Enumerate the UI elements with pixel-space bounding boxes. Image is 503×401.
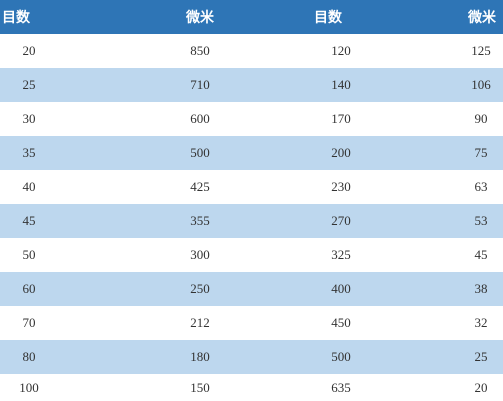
cell-mesh-2: 325: [331, 247, 351, 262]
cell-micron-1: 150: [190, 379, 210, 395]
table-row: 70 212 450 32: [0, 306, 503, 340]
cell-micron-1: 425: [190, 179, 210, 194]
cell-mesh-1: 50: [22, 247, 36, 262]
cell-mesh-2: 500: [331, 349, 351, 364]
cell-micron-1: 500: [190, 145, 210, 160]
cell-micron-1: 850: [190, 43, 210, 58]
cell-mesh-2: 270: [331, 213, 351, 228]
cell-mesh-1: 45: [22, 213, 36, 228]
cell-mesh-2: 400: [331, 281, 351, 296]
cell-micron-1: 600: [190, 111, 210, 126]
cell-mesh-2: 170: [331, 111, 351, 126]
cell-mesh-1: 35: [22, 145, 36, 160]
table-header: 目数 微米 目数 微米: [0, 0, 503, 34]
header-micron-1: 微米: [186, 10, 214, 26]
cell-mesh-2: 200: [331, 145, 351, 160]
table-row: 50 300 325 45: [0, 238, 503, 272]
cell-micron-1: 300: [190, 247, 210, 262]
cell-micron-2: 20: [474, 379, 488, 395]
table-row: 80 180 500 25: [0, 340, 503, 374]
table-row: 25 710 140 106: [0, 68, 503, 102]
cell-micron-2: 53: [474, 213, 488, 228]
cell-mesh-2: 450: [331, 315, 351, 330]
cell-mesh-1: 70: [22, 315, 36, 330]
table-row: 40 425 230 63: [0, 170, 503, 204]
table-row: 20 850 120 125: [0, 34, 503, 68]
cell-micron-2: 32: [474, 315, 488, 330]
cell-mesh-1: 100: [19, 379, 39, 395]
cell-micron-1: 212: [190, 315, 210, 330]
cell-micron-1: 180: [190, 349, 210, 364]
cell-micron-2: 125: [471, 43, 491, 58]
table-row: 100 150 635 20: [0, 374, 503, 401]
header-mesh-1: 目数: [2, 10, 30, 26]
cell-micron-1: 250: [190, 281, 210, 296]
cell-micron-2: 25: [474, 349, 488, 364]
cell-mesh-1: 80: [22, 349, 36, 364]
cell-mesh-1: 40: [22, 179, 36, 194]
cell-mesh-2: 140: [331, 77, 351, 92]
cell-micron-2: 106: [471, 77, 491, 92]
header-micron-2: 微米: [468, 10, 496, 26]
cell-mesh-2: 120: [331, 43, 351, 58]
table-row: 60 250 400 38: [0, 272, 503, 306]
cell-micron-1: 355: [190, 213, 210, 228]
cell-micron-1: 710: [190, 77, 210, 92]
table-row: 35 500 200 75: [0, 136, 503, 170]
header-row: 目数 微米 目数 微米: [0, 0, 503, 34]
cell-mesh-2: 635: [331, 379, 351, 395]
cell-mesh-1: 60: [22, 281, 36, 296]
table-body: 20 850 120 125 25 710 140 106 30 600 170 90 35 500 200…: [0, 34, 503, 401]
header-mesh-2: 目数: [314, 10, 342, 26]
cell-micron-2: 63: [474, 179, 488, 194]
cell-mesh-1: 20: [22, 43, 36, 58]
table-row: 45 355 270 53: [0, 204, 503, 238]
table-row: 30 600 170 90: [0, 102, 503, 136]
cell-mesh-1: 25: [22, 77, 36, 92]
cell-micron-2: 75: [474, 145, 488, 160]
cell-mesh-2: 230: [331, 179, 351, 194]
cell-micron-2: 90: [474, 111, 488, 126]
cell-micron-2: 45: [474, 247, 488, 262]
cell-micron-2: 38: [474, 281, 488, 296]
cell-mesh-1: 30: [22, 111, 36, 126]
